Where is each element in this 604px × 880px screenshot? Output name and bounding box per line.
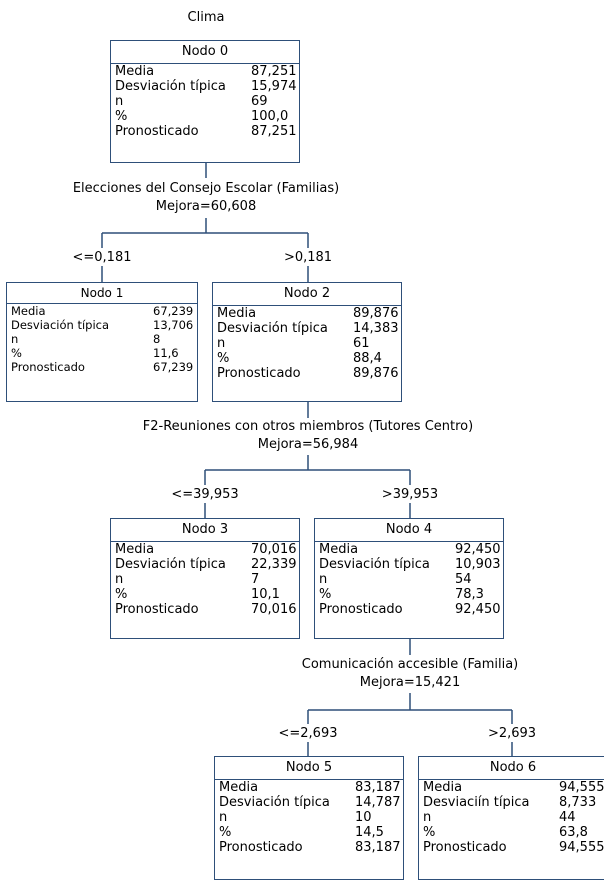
tree-node-5: Nodo 5 Media 83,187 Desviación típica 14,7… xyxy=(214,756,404,880)
split-variable: Elecciones del Consejo Escolar (Familias… xyxy=(72,181,340,196)
value-pct: 14,5 xyxy=(355,825,384,840)
split-left-condition: <=39,953 xyxy=(171,487,239,502)
tree-node-1: Nodo 1 Media 67,239 Desviación típica 13,7… xyxy=(6,282,198,402)
split-right-condition: >39,953 xyxy=(381,487,439,502)
node-title: Nodo 1 xyxy=(7,283,197,304)
label-desviacion: Desviaciín típica xyxy=(423,795,530,810)
value-n: 44 xyxy=(559,810,576,825)
label-pct: % xyxy=(423,825,436,840)
value-pct: 63,8 xyxy=(559,825,588,840)
label-desviacion: Desviación típica xyxy=(217,321,328,336)
label-media: Media xyxy=(423,780,463,795)
label-pronosticado: Pronosticado xyxy=(115,124,199,139)
value-media: 83,187 xyxy=(355,780,401,795)
node-title: Nodo 0 xyxy=(111,41,299,64)
label-n: n xyxy=(423,810,432,825)
label-media: Media xyxy=(115,64,155,79)
label-pct: % xyxy=(319,587,332,602)
label-desviacion: Desviación típica xyxy=(219,795,330,810)
label-n: n xyxy=(219,810,228,825)
label-media: Media xyxy=(319,542,359,557)
split-right-condition: >0,181 xyxy=(283,250,333,265)
value-pct: 10,1 xyxy=(251,587,280,602)
label-n: n xyxy=(115,572,124,587)
split-left-condition: <=2,693 xyxy=(278,726,338,741)
value-n: 54 xyxy=(455,572,472,587)
split-improvement: Mejora=56,984 xyxy=(257,437,359,452)
label-desviacion: Desviación típica xyxy=(115,557,226,572)
value-media: 94,555 xyxy=(559,780,604,795)
tree-node-0: Nodo 0 Media 87,251 Desviación típica 15,9… xyxy=(110,40,300,163)
label-pronosticado: Pronosticado xyxy=(11,360,85,374)
value-n: 8 xyxy=(153,332,161,346)
split-variable: F2-Reuniones con otros miembros (Tutores… xyxy=(142,419,474,434)
value-media: 87,251 xyxy=(251,64,297,79)
label-media: Media xyxy=(217,306,257,321)
value-n: 10 xyxy=(355,810,372,825)
value-pct: 100,0 xyxy=(251,109,289,124)
tree-node-2: Nodo 2 Media 89,876 Desviación típica 14,3… xyxy=(212,282,402,402)
label-pronosticado: Pronosticado xyxy=(423,840,507,855)
tree-node-6: Nodo 6 Media 94,555 Desviaciín típica 8,73… xyxy=(418,756,604,880)
value-media: 92,450 xyxy=(455,542,501,557)
value-pct: 78,3 xyxy=(455,587,484,602)
node-title: Nodo 3 xyxy=(111,519,299,542)
label-pct: % xyxy=(219,825,232,840)
node-title: Nodo 5 xyxy=(215,757,403,780)
value-pronosticado: 94,555 xyxy=(559,840,604,855)
value-desviacion: 10,903 xyxy=(455,557,501,572)
value-pronosticado: 67,239 xyxy=(153,360,194,374)
label-pct: % xyxy=(11,346,22,360)
value-desviacion: 8,733 xyxy=(559,795,597,810)
label-media: Media xyxy=(115,542,155,557)
label-pct: % xyxy=(217,351,230,366)
label-pronosticado: Pronosticado xyxy=(319,602,403,617)
value-desviacion: 14,787 xyxy=(355,795,401,810)
value-pronosticado: 70,016 xyxy=(251,602,297,617)
split-left-condition: <=0,181 xyxy=(72,250,132,265)
value-media: 67,239 xyxy=(153,304,194,318)
value-desviacion: 14,383 xyxy=(353,321,399,336)
label-desviacion: Desviación típica xyxy=(319,557,430,572)
value-pronosticado: 89,876 xyxy=(353,366,399,381)
value-n: 69 xyxy=(251,94,268,109)
label-media: Media xyxy=(219,780,259,795)
label-pronosticado: Pronosticado xyxy=(219,840,303,855)
node-title: Nodo 2 xyxy=(213,283,401,306)
value-pct: 88,4 xyxy=(353,351,382,366)
split-variable: Comunicación accesible (Familia) xyxy=(301,657,519,672)
value-n: 7 xyxy=(251,572,260,587)
tree-target-title: Clima xyxy=(187,10,225,25)
node-title: Nodo 4 xyxy=(315,519,503,542)
label-n: n xyxy=(217,336,226,351)
label-n: n xyxy=(319,572,328,587)
label-n: n xyxy=(115,94,124,109)
label-desviacion: Desviación típica xyxy=(115,79,226,94)
label-media: Media xyxy=(11,304,46,318)
tree-node-3: Nodo 3 Media 70,016 Desviación típica 22,3… xyxy=(110,518,300,639)
node-title: Nodo 6 xyxy=(419,757,604,780)
value-pronosticado: 83,187 xyxy=(355,840,401,855)
label-n: n xyxy=(11,332,19,346)
label-pct: % xyxy=(115,109,128,124)
value-desviacion: 13,706 xyxy=(153,318,194,332)
label-desviacion: Desviación típica xyxy=(11,318,110,332)
value-pronosticado: 87,251 xyxy=(251,124,297,139)
split-improvement: Mejora=15,421 xyxy=(359,675,461,690)
value-media: 70,016 xyxy=(251,542,297,557)
tree-node-4: Nodo 4 Media 92,450 Desviación típica 10,9… xyxy=(314,518,504,639)
label-pct: % xyxy=(115,587,128,602)
split-right-condition: >2,693 xyxy=(487,726,537,741)
label-pronosticado: Pronosticado xyxy=(217,366,301,381)
label-pronosticado: Pronosticado xyxy=(115,602,199,617)
value-desviacion: 22,339 xyxy=(251,557,297,572)
value-pronosticado: 92,450 xyxy=(455,602,501,617)
value-desviacion: 15,974 xyxy=(251,79,297,94)
value-pct: 11,6 xyxy=(153,346,179,360)
split-improvement: Mejora=60,608 xyxy=(155,199,257,214)
value-media: 89,876 xyxy=(353,306,399,321)
value-n: 61 xyxy=(353,336,370,351)
